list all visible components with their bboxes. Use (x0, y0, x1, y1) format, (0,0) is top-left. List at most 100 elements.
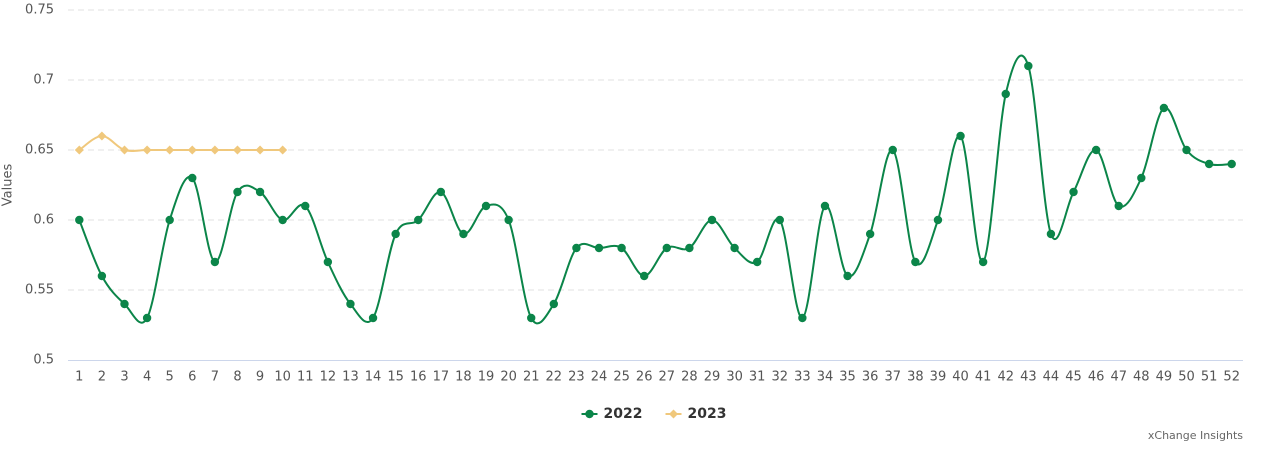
marker (1182, 145, 1191, 155)
marker (730, 243, 739, 253)
x-tick-label: 38 (907, 370, 924, 385)
marker (368, 313, 378, 323)
marker (775, 215, 784, 225)
marker (165, 145, 175, 155)
line (78, 134, 283, 153)
marker (210, 145, 220, 155)
line (78, 54, 1232, 325)
marker (798, 313, 807, 323)
marker (752, 257, 762, 267)
x-tick-label: 49 (1156, 370, 1173, 385)
x-tick-label: 11 (297, 370, 314, 385)
marker (1159, 103, 1169, 113)
marker (572, 243, 581, 253)
marker (74, 145, 84, 155)
x-tick-label: 30 (726, 370, 743, 385)
x-tick-label: 20 (500, 370, 517, 385)
y-tick-label: 0.6 (33, 213, 54, 228)
marker (165, 215, 174, 225)
x-tick-label: 13 (342, 370, 359, 385)
legend-item: 2023 (665, 406, 727, 422)
marker (820, 201, 830, 211)
marker (865, 229, 875, 239)
marker (1137, 173, 1146, 183)
marker (120, 299, 129, 309)
x-tick-label: 43 (1020, 370, 1037, 385)
series (74, 131, 288, 155)
x-tick-label: 7 (211, 370, 219, 385)
x-tick-label: 31 (749, 370, 766, 385)
y-axis-title: Values (1, 164, 16, 207)
x-tick-label: 9 (256, 370, 264, 385)
marker (301, 201, 310, 211)
legend-marker (585, 409, 594, 419)
marker (504, 215, 513, 225)
x-tick-label: 28 (681, 370, 698, 385)
marker (391, 229, 400, 239)
x-tick-label: 51 (1201, 370, 1218, 385)
marker (1001, 89, 1010, 99)
x-tick-label: 48 (1133, 370, 1150, 385)
x-tick-label: 3 (120, 370, 128, 385)
x-tick-label: 24 (591, 370, 608, 385)
marker (97, 131, 107, 141)
series (75, 54, 1236, 325)
marker (594, 243, 604, 253)
legend-item: 2022 (581, 406, 643, 422)
marker (346, 299, 355, 309)
marker (255, 145, 265, 155)
marker (232, 145, 242, 155)
marker (481, 201, 491, 211)
x-tick-label: 16 (410, 370, 427, 385)
marker (1114, 201, 1123, 211)
x-tick-label: 10 (274, 370, 291, 385)
marker (685, 243, 694, 253)
x-tick-label: 36 (862, 370, 879, 385)
marker (1091, 145, 1101, 155)
marker (142, 313, 152, 323)
x-tick-label: 1 (75, 370, 83, 385)
x-tick-label: 34 (817, 370, 834, 385)
x-tick-label: 26 (636, 370, 653, 385)
marker (617, 243, 626, 253)
marker (1069, 187, 1078, 197)
legend-label: 2022 (604, 406, 643, 422)
legend-marker (669, 409, 678, 419)
marker (255, 187, 265, 197)
marker (549, 299, 559, 309)
x-tick-label: 18 (455, 370, 472, 385)
marker (843, 271, 852, 281)
x-tick-label: 47 (1110, 370, 1127, 385)
legend-label: 2023 (688, 406, 727, 422)
x-tick-label: 33 (794, 370, 811, 385)
x-tick-label: 50 (1178, 370, 1195, 385)
x-tick-label: 19 (478, 370, 495, 385)
marker (323, 257, 333, 267)
marker (233, 187, 242, 197)
marker (662, 243, 671, 253)
marker (1227, 159, 1236, 169)
x-tick-label: 39 (930, 370, 947, 385)
x-tick-label: 46 (1088, 370, 1105, 385)
x-tick-label: 2 (98, 370, 106, 385)
marker (97, 271, 107, 281)
marker (933, 215, 943, 225)
marker (278, 215, 287, 225)
marker (119, 145, 129, 155)
marker (414, 215, 423, 225)
x-tick-label: 35 (839, 370, 856, 385)
marker (1046, 229, 1056, 239)
x-tick-label: 44 (1043, 370, 1060, 385)
x-tick-label: 41 (975, 370, 992, 385)
y-tick-label: 0.75 (25, 3, 54, 18)
x-tick-label: 23 (568, 370, 585, 385)
marker (459, 229, 468, 239)
x-tick-label: 4 (143, 370, 151, 385)
x-tick-label: 37 (884, 370, 901, 385)
x-tick-label: 14 (365, 370, 382, 385)
credit: xChange Insights (1148, 429, 1243, 442)
marker (888, 145, 897, 155)
marker (75, 215, 84, 225)
